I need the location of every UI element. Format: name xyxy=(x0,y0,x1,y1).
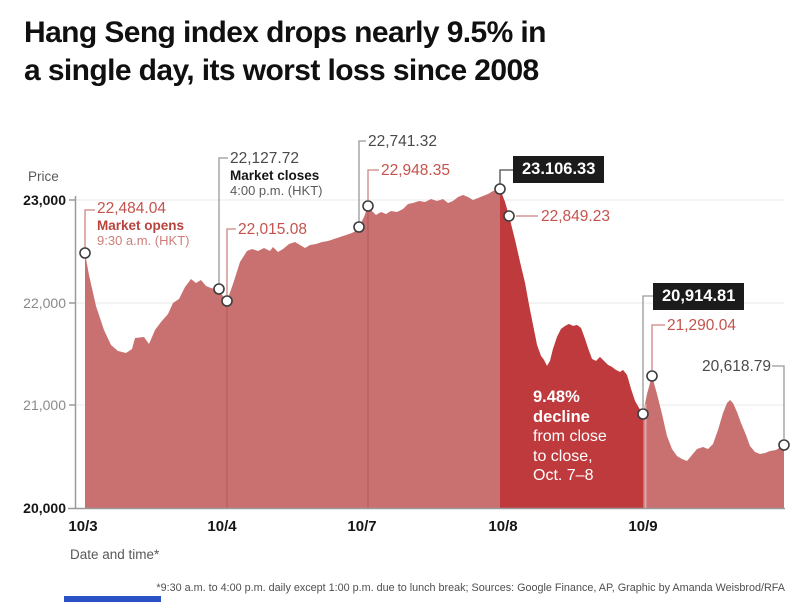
annotation-label: Market opens xyxy=(97,218,185,233)
y-tick-20000: 20,000 xyxy=(23,500,66,516)
brand-accent-bar xyxy=(64,596,161,602)
annotation-market-open-10-3: 22,484.04 Market opens 9:30 a.m. (HKT) xyxy=(97,200,189,248)
annotation-last-price: 20,618.79 xyxy=(702,358,771,375)
annotation-label: Market closes xyxy=(230,168,320,183)
annotation-open-10-7: 22,948.35 xyxy=(381,162,450,179)
annotation-close-10-4: 22,741.32 xyxy=(368,133,437,150)
annotation-close-10-7-box: 23.106.33 xyxy=(513,156,605,183)
y-axis-title: Price xyxy=(28,169,59,184)
annotation-sublabel: 4:00 p.m. (HKT) xyxy=(230,183,323,198)
x-axis-title: Date and time* xyxy=(70,547,160,562)
annotation-open-10-9: 21,290.04 xyxy=(667,317,736,334)
annotation-market-close-10-3: 22,127.72 Market closes 4:00 p.m. (HKT) xyxy=(230,150,322,198)
title-line-2: a single day, its worst loss since 2008 xyxy=(24,54,539,87)
page-title: Hang Seng index drops nearly 9.5% in a s… xyxy=(24,14,546,90)
annotation-close-10-8-box: 20,914.81 xyxy=(653,283,745,310)
x-tick-10-4: 10/4 xyxy=(207,518,237,535)
x-tick-10-8: 10/8 xyxy=(488,518,518,535)
decline-line-3: from close xyxy=(533,428,607,445)
y-tick-22000: 22,000 xyxy=(23,295,66,311)
annotation-open-10-4: 22,015.08 xyxy=(238,221,307,238)
decline-line-5: Oct. 7–8 xyxy=(533,467,594,484)
x-tick-10-7: 10/7 xyxy=(347,518,377,535)
decline-callout: 9.48% decline from close to close, Oct. … xyxy=(533,388,607,486)
source-footnote: *9:30 a.m. to 4:00 p.m. daily except 1:0… xyxy=(156,582,785,594)
x-tick-10-9: 10/9 xyxy=(628,518,658,535)
y-tick-21000: 21,000 xyxy=(23,397,66,413)
decline-percent: 9.48% xyxy=(533,388,580,406)
y-tick-23000: 23,000 xyxy=(23,192,66,208)
x-tick-10-3: 10/3 xyxy=(68,518,98,535)
decline-line-4: to close, xyxy=(533,447,593,465)
annotation-sublabel: 9:30 a.m. (HKT) xyxy=(97,233,190,248)
annotation-value: 22,127.72 xyxy=(230,150,299,167)
title-line-1: Hang Seng index drops nearly 9.5% in xyxy=(24,16,546,49)
annotation-open-10-8: 22,849.23 xyxy=(541,208,610,225)
annotation-value: 22,484.04 xyxy=(97,200,166,217)
decline-word: decline xyxy=(533,407,590,426)
